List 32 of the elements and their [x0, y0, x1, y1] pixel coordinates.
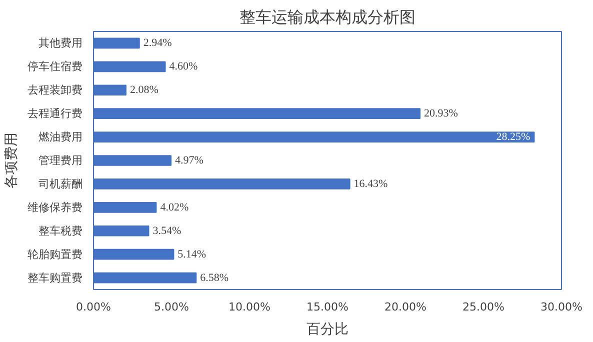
x-axis-title: 百分比	[306, 322, 348, 338]
x-tick-label: 10.00%	[228, 300, 270, 314]
data-label: 2.08%	[130, 84, 158, 96]
x-tick-label: 0.00%	[76, 300, 111, 314]
data-label: 5.14%	[178, 248, 206, 260]
data-label: 20.93%	[424, 108, 458, 120]
x-tick-label: 5.00%	[154, 300, 189, 314]
y-axis-title: 各项费用	[4, 132, 20, 188]
data-label: 4.02%	[160, 201, 189, 214]
y-tick-label: 管理费用	[38, 154, 82, 167]
data-label: 3.54%	[152, 224, 182, 237]
y-tick-label: 停车住宿费	[28, 60, 82, 74]
y-tick-label: 去程通行费	[28, 107, 82, 120]
data-label: 16.43%	[354, 178, 388, 190]
x-tick-label: 30.00%	[540, 300, 582, 314]
y-tick-label: 司机薪酬	[38, 177, 82, 190]
x-tick-label: 25.00%	[462, 300, 504, 314]
y-tick-label: 整车购置费	[28, 271, 82, 284]
data-label: 2.94%	[143, 37, 172, 50]
data-label: 6.58%	[200, 272, 229, 284]
x-tick-label: 15.00%	[306, 300, 348, 314]
x-tick-label: 20.00%	[384, 300, 426, 314]
y-tick-label: 去程装卸费	[28, 84, 82, 97]
y-tick-label: 维修保养费	[28, 200, 82, 214]
chart-title: 整车运输成本构成分析图	[240, 8, 416, 26]
data-label: 4.60%	[169, 60, 198, 73]
y-tick-label: 轮胎购置费	[28, 248, 82, 261]
y-tick-label: 其他费用	[38, 36, 82, 50]
data-label: 4.97%	[175, 154, 204, 166]
y-tick-label: 燃油费用	[38, 130, 82, 144]
data-label: 28.25%	[496, 131, 530, 144]
y-tick-label: 整车税费	[38, 224, 82, 238]
